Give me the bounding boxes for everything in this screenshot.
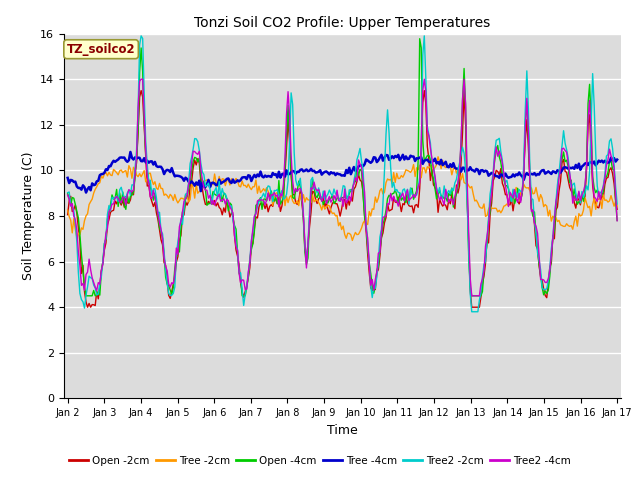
Tree2 -4cm [586, 97, 593, 103]
Line: Tree -4cm: Tree -4cm [68, 152, 617, 192]
Tree2 -4cm [306, 217, 314, 223]
Tree -4cm [613, 157, 621, 163]
Open -4cm [229, 215, 237, 221]
Tree -2cm [434, 154, 442, 160]
Tree2 -4cm [138, 76, 145, 82]
Tree2 -2cm [613, 201, 621, 207]
Open -4cm [82, 293, 90, 299]
Line: Tree2 -2cm: Tree2 -2cm [68, 36, 617, 312]
Tree2 -4cm [613, 218, 621, 224]
Y-axis label: Soil Temperature (C): Soil Temperature (C) [22, 152, 35, 280]
Open -4cm [586, 82, 593, 87]
Line: Open -2cm: Open -2cm [68, 91, 617, 307]
Open -2cm [258, 202, 266, 208]
Tree2 -4cm [131, 172, 139, 178]
Text: TZ_soilco2: TZ_soilco2 [67, 43, 136, 56]
Open -4cm [64, 191, 72, 197]
Open -2cm [132, 160, 140, 166]
Line: Tree2 -4cm: Tree2 -4cm [68, 79, 617, 296]
X-axis label: Time: Time [327, 424, 358, 437]
Tree2 -2cm [229, 217, 237, 223]
Tree2 -4cm [64, 192, 72, 198]
Tree2 -2cm [131, 166, 139, 172]
Tree -4cm [82, 190, 90, 195]
Open -4cm [257, 195, 264, 201]
Open -4cm [248, 247, 255, 252]
Tree -4cm [134, 155, 142, 161]
Tree2 -2cm [468, 309, 476, 315]
Tree2 -2cm [248, 238, 255, 243]
Tree -4cm [307, 166, 315, 172]
Open -2cm [84, 304, 92, 310]
Tree -2cm [64, 207, 72, 213]
Tree -4cm [249, 175, 257, 180]
Title: Tonzi Soil CO2 Profile: Upper Temperatures: Tonzi Soil CO2 Profile: Upper Temperatur… [195, 16, 490, 30]
Open -2cm [138, 88, 145, 94]
Tree -2cm [586, 204, 593, 209]
Open -2cm [64, 212, 72, 217]
Tree2 -4cm [257, 197, 264, 203]
Tree2 -2cm [586, 169, 593, 175]
Tree2 -2cm [306, 210, 314, 216]
Tree -2cm [349, 238, 356, 243]
Tree2 -2cm [64, 190, 72, 195]
Tree -4cm [586, 160, 593, 166]
Open -2cm [249, 240, 257, 246]
Tree -4cm [258, 173, 266, 179]
Tree2 -2cm [138, 33, 145, 39]
Tree -4cm [127, 149, 134, 155]
Open -2cm [586, 112, 593, 118]
Tree -2cm [246, 185, 253, 191]
Open -4cm [306, 216, 314, 222]
Open -2cm [613, 206, 621, 212]
Tree -4cm [230, 180, 238, 186]
Line: Tree -2cm: Tree -2cm [68, 157, 617, 240]
Tree2 -4cm [229, 210, 237, 216]
Tree -2cm [228, 176, 236, 181]
Tree -2cm [255, 183, 263, 189]
Tree -2cm [304, 197, 312, 203]
Open -4cm [416, 36, 424, 42]
Legend: Open -2cm, Tree -2cm, Open -4cm, Tree -4cm, Tree2 -2cm, Tree2 -4cm: Open -2cm, Tree -2cm, Open -4cm, Tree -4… [65, 452, 575, 470]
Tree2 -4cm [468, 293, 476, 299]
Open -4cm [613, 217, 621, 223]
Tree -4cm [64, 175, 72, 181]
Line: Open -4cm: Open -4cm [68, 39, 617, 296]
Tree -2cm [131, 167, 139, 172]
Open -2cm [230, 233, 238, 239]
Tree -2cm [613, 204, 621, 209]
Open -2cm [307, 209, 315, 215]
Tree2 -2cm [257, 196, 264, 202]
Open -4cm [132, 157, 140, 163]
Tree2 -4cm [248, 239, 255, 245]
